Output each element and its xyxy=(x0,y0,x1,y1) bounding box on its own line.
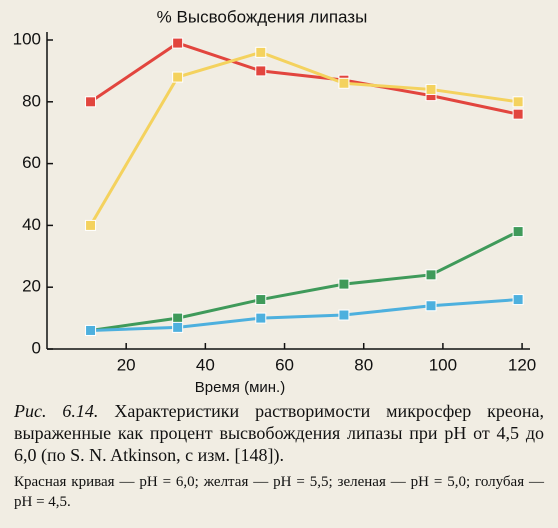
marker xyxy=(85,219,97,231)
caption: Рис. 6.14. Характеристики растворимости … xyxy=(14,400,544,466)
x-tick-label: 20 xyxy=(117,355,136,374)
marker xyxy=(425,83,437,95)
y-tick-label: 40 xyxy=(22,215,41,234)
marker xyxy=(172,71,184,83)
marker xyxy=(172,321,184,333)
marker xyxy=(338,77,350,89)
marker xyxy=(172,312,184,324)
x-tick-label: 100 xyxy=(429,355,457,374)
y-tick-label: 0 xyxy=(32,338,41,357)
y-tick-label: 20 xyxy=(22,277,41,296)
marker xyxy=(255,294,267,306)
chart-title: % Высвобождения липазы xyxy=(157,7,368,26)
marker xyxy=(255,65,267,77)
series-line xyxy=(90,230,519,332)
caption-note: Красная кривая — pH = 6,0; желтая — pH =… xyxy=(14,474,544,510)
marker xyxy=(172,37,184,49)
y-tick-label: 100 xyxy=(13,29,41,48)
marker xyxy=(512,226,524,238)
marker xyxy=(255,312,267,324)
marker xyxy=(425,300,437,312)
y-tick-label: 60 xyxy=(22,153,41,172)
caption-text: Характеристики растворимости микросфер к… xyxy=(14,401,545,465)
marker xyxy=(425,269,437,281)
x-tick-label: 60 xyxy=(275,355,294,374)
marker xyxy=(512,108,524,120)
y-tick-label: 80 xyxy=(22,91,41,110)
chart: % Высвобождения липазы Время (мин.) 0 20 4… xyxy=(13,7,537,396)
caption-label: Рис. 6.14. xyxy=(14,401,99,421)
series-line xyxy=(90,298,519,332)
x-axis-label: Время (мин.) xyxy=(195,379,285,396)
marker xyxy=(338,278,350,290)
series-line xyxy=(89,41,519,116)
marker xyxy=(512,294,524,306)
marker xyxy=(255,46,267,58)
marker xyxy=(338,309,350,321)
marker xyxy=(512,96,524,108)
marker xyxy=(85,96,97,108)
marker xyxy=(85,324,97,336)
x-tick-label: 80 xyxy=(354,355,373,374)
x-tick-label: 40 xyxy=(196,355,215,374)
series-line xyxy=(89,50,519,227)
x-tick-label: 120 xyxy=(508,355,536,374)
